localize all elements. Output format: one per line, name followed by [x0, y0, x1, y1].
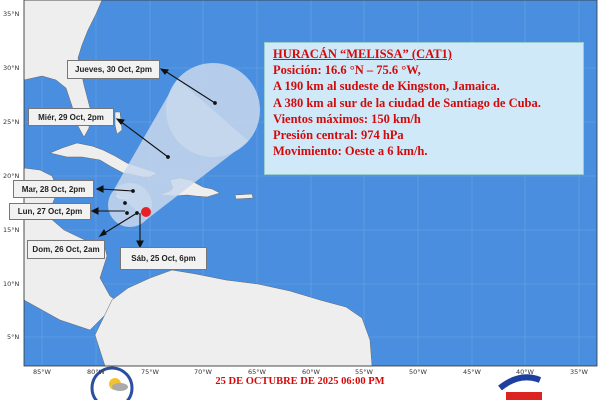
- storm-info-panel: HURACÁN “MELISSA” (CAT1) Posición: 16.6 …: [264, 42, 584, 175]
- lon-tick: 40°W: [516, 368, 534, 376]
- lon-tick: 55°W: [355, 368, 373, 376]
- lon-tick: 35°W: [570, 368, 588, 376]
- bahamas: [114, 111, 123, 135]
- lon-tick: 80°W: [87, 368, 105, 376]
- forecast-cone: [108, 63, 260, 227]
- forecast-label-tue: Mar, 28 Oct, 2pm: [13, 180, 94, 198]
- lat-tick: 20°N: [3, 172, 20, 180]
- forecast-label-wed: Miér, 29 Oct, 2pm: [28, 108, 114, 126]
- forecast-arrows: [90, 68, 217, 249]
- lon-tick: 75°W: [141, 368, 159, 376]
- lat-tick: 30°N: [3, 64, 20, 72]
- lat-tick: 10°N: [3, 280, 20, 288]
- lat-tick: 25°N: [3, 118, 20, 126]
- issue-date: 25 DE OCTUBRE DE 2025 06:00 PM: [215, 376, 385, 387]
- lon-tick: 65°W: [248, 368, 266, 376]
- storm-movement: Movimiento: Oeste a 6 km/h.: [273, 144, 428, 159]
- storm-position: Posición: 16.6 °N – 75.6 °W,: [273, 63, 421, 78]
- forecast-label-thu: Jueves, 30 Oct, 2pm: [67, 60, 160, 79]
- forecast-label-mon: Lun, 27 Oct, 2pm: [9, 203, 91, 220]
- lon-tick: 70°W: [194, 368, 212, 376]
- lon-tick: 60°W: [302, 368, 320, 376]
- lon-tick: 85°W: [33, 368, 51, 376]
- forecast-label-sun: Dom, 26 Oct, 2am: [27, 240, 105, 259]
- storm-max-winds: Vientos máximos: 150 km/h: [273, 111, 421, 126]
- insmet-logo: [498, 374, 542, 400]
- forecast-label-sat: Sáb, 25 Oct, 6pm: [120, 247, 207, 270]
- storm-position-marker: [141, 207, 151, 217]
- puerto-rico: [234, 193, 254, 200]
- storm-distance-kingston: A 190 km al sudeste de Kingston, Jamaica…: [273, 79, 500, 94]
- lat-tick: 15°N: [3, 226, 20, 234]
- storm-title: HURACÁN “MELISSA” (CAT1): [273, 47, 452, 61]
- lat-tick: 5°N: [7, 333, 20, 341]
- storm-pressure: Presión central: 974 hPa: [273, 128, 404, 143]
- left-logo: [90, 366, 134, 400]
- north-america: [23, 0, 103, 138]
- lat-tick: 35°N: [3, 10, 20, 18]
- storm-distance-santiago: A 380 km al sur de la ciudad de Santiago…: [273, 95, 541, 110]
- lon-tick: 50°W: [409, 368, 427, 376]
- lon-tick: 45°W: [463, 368, 481, 376]
